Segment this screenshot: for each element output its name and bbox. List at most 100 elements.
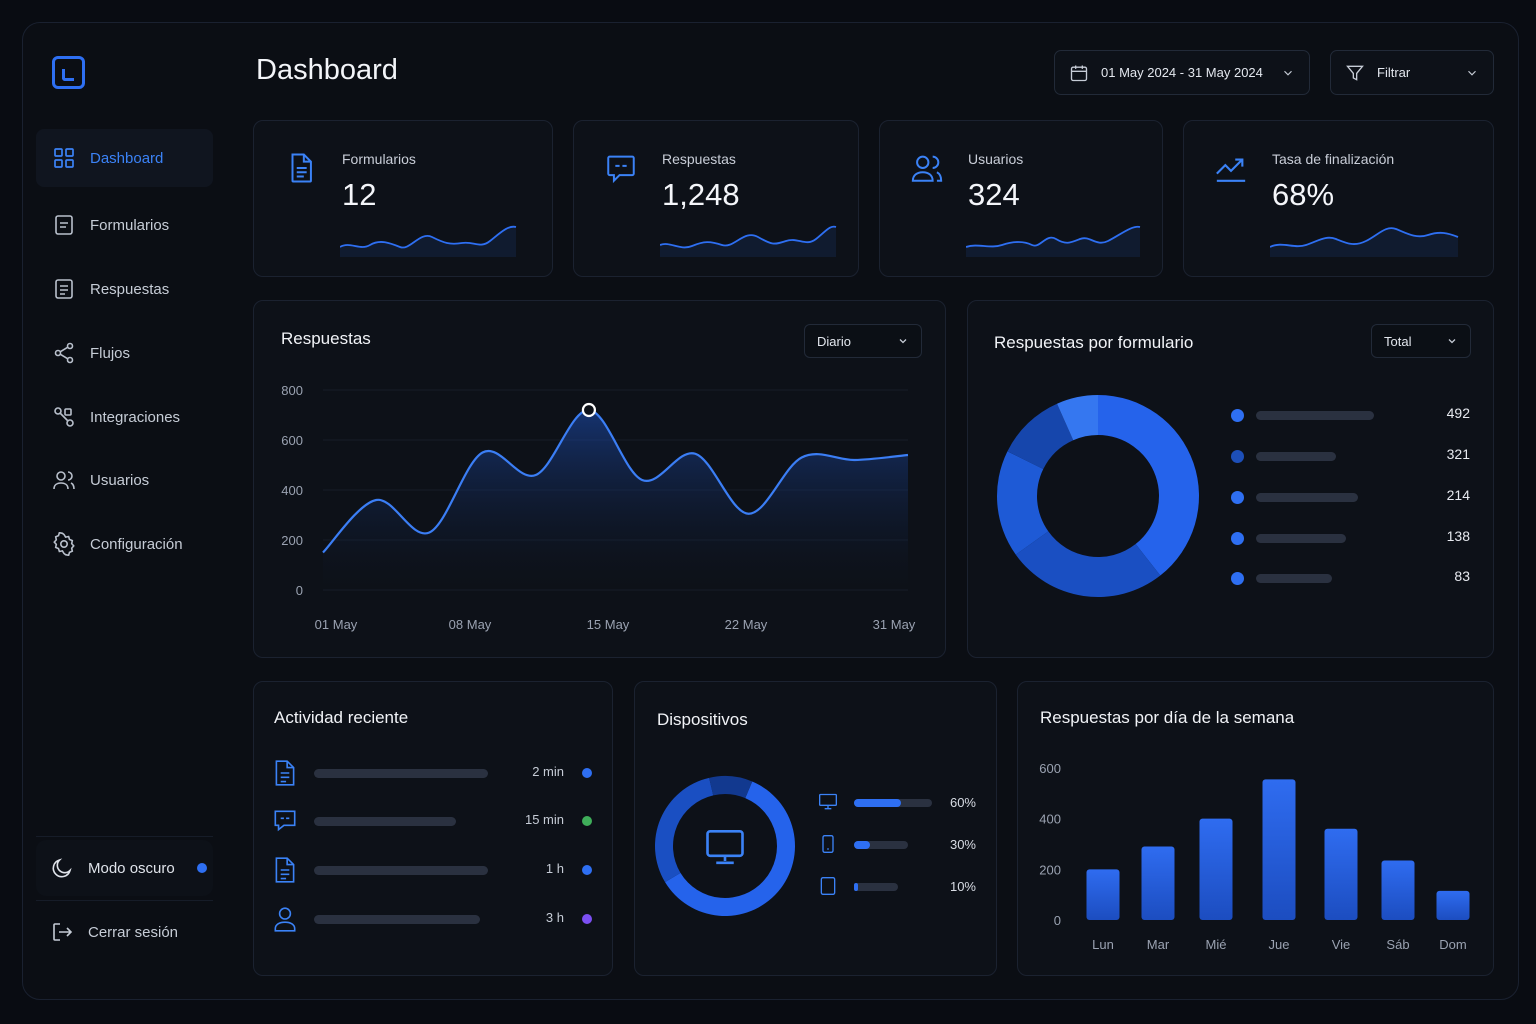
period-select[interactable]: Diario xyxy=(804,324,922,358)
card-title: Respuestas por día de la semana xyxy=(1040,708,1295,727)
highlight-point[interactable] xyxy=(581,402,597,418)
bar[interactable] xyxy=(1436,890,1470,920)
sidebar-item-dashboard[interactable]: Dashboard xyxy=(36,129,213,187)
status-dot xyxy=(582,914,592,924)
users-icon xyxy=(911,155,943,182)
stat-card-usuarios[interactable]: Usuarios 324 xyxy=(879,120,1163,277)
device-progress-track xyxy=(854,883,898,891)
activity-time: 1 h xyxy=(545,861,564,876)
total-select[interactable]: Total xyxy=(1371,324,1471,358)
card-title: Actividad reciente xyxy=(274,708,409,727)
bar[interactable] xyxy=(1262,779,1296,920)
period-select-value: Diario xyxy=(817,333,851,349)
bar[interactable] xyxy=(1086,869,1120,920)
date-range-label: 01 May 2024 - 31 May 2024 xyxy=(1101,65,1263,80)
legend-value: 492 xyxy=(1446,405,1470,421)
responses-area-chart: 0 200 400 600 800 01 May 08 May 15 May 22 May 31 … xyxy=(281,383,916,632)
dark-mode-label: Modo oscuro xyxy=(88,859,175,877)
y-tick-label: 0 xyxy=(1054,913,1061,928)
x-tick-label: Vie xyxy=(1332,937,1351,952)
document-icon xyxy=(291,153,312,183)
legend-item: 83 xyxy=(1230,568,1470,588)
activity-time: 3 h xyxy=(545,910,564,925)
legend-placeholder-bar xyxy=(1256,534,1346,543)
device-progress-track xyxy=(854,841,908,849)
filter-label: Filtrar xyxy=(1377,65,1411,80)
responses-icon xyxy=(55,279,73,299)
legend-dot xyxy=(1231,409,1244,422)
card-title: Respuestas xyxy=(281,329,371,348)
moon-icon xyxy=(52,858,72,878)
sidebar-item-respuestas[interactable]: Respuestas xyxy=(36,260,213,318)
legend-item: 214 xyxy=(1230,487,1470,507)
pie-slice[interactable] xyxy=(1057,395,1098,441)
legend-value: 138 xyxy=(1446,528,1470,544)
bar[interactable] xyxy=(1381,860,1415,920)
dark-mode-toggle[interactable]: Modo oscuro xyxy=(36,840,213,896)
stat-value: 324 xyxy=(968,177,1020,212)
sidebar-item-configuracion[interactable]: Configuración xyxy=(36,515,213,573)
users-icon xyxy=(53,471,75,490)
sidebar-item-formularios[interactable]: Formularios xyxy=(36,196,213,254)
activity-item[interactable]: 1 h xyxy=(272,854,592,886)
activity-placeholder-bar xyxy=(314,866,488,875)
activity-item[interactable]: 15 min xyxy=(272,805,592,837)
bar[interactable] xyxy=(1199,818,1233,920)
y-tick-label: 200 xyxy=(281,533,303,548)
y-tick-label: 0 xyxy=(296,583,303,598)
y-tick-label: 600 xyxy=(281,433,303,448)
trend-up-icon xyxy=(1216,158,1246,182)
chevron-down-icon xyxy=(1284,70,1292,76)
chevron-down-icon xyxy=(1448,339,1456,344)
sidebar-item-label: Formularios xyxy=(90,216,170,234)
pie-slice[interactable] xyxy=(665,781,795,916)
series-line xyxy=(322,408,909,554)
device-row-desktop: 60% xyxy=(818,791,978,815)
app-logo[interactable] xyxy=(52,56,85,89)
device-percent: 60% xyxy=(949,795,976,810)
bar[interactable] xyxy=(1141,846,1175,920)
stat-card-respuestas[interactable]: Respuestas 1,248 xyxy=(573,120,859,277)
activity-item[interactable]: 3 h xyxy=(272,903,592,935)
pie-slice[interactable] xyxy=(1098,395,1199,576)
legend-dot xyxy=(1231,532,1244,545)
x-tick-label: Dom xyxy=(1439,937,1466,952)
legend-value: 214 xyxy=(1446,487,1470,503)
stat-label: Tasa de finalización xyxy=(1272,151,1395,167)
x-tick-label: 31 May xyxy=(873,617,916,632)
sidebar-item-label: Usuarios xyxy=(90,471,150,489)
grid-icon xyxy=(54,148,74,168)
chat-icon xyxy=(274,810,296,832)
stat-card-formularios[interactable]: Formularios 12 xyxy=(253,120,553,277)
activity-time: 2 min xyxy=(532,764,564,779)
divider xyxy=(36,900,213,901)
status-dot xyxy=(582,768,592,778)
pie-slice[interactable] xyxy=(997,451,1049,555)
pie-slice[interactable] xyxy=(1015,531,1161,597)
stat-card-tasa-finalizacion[interactable]: Tasa de finalización 68% xyxy=(1183,120,1494,277)
stat-value: 1,248 xyxy=(662,177,740,212)
device-progress-fill xyxy=(854,841,871,849)
legend-dot xyxy=(1231,450,1244,463)
x-tick-label: Jue xyxy=(1269,937,1290,952)
legend-item: 321 xyxy=(1230,446,1470,466)
logout-button[interactable]: Cerrar sesión xyxy=(36,906,213,958)
date-range-picker[interactable]: 01 May 2024 - 31 May 2024 xyxy=(1054,50,1310,95)
y-tick-label: 800 xyxy=(281,383,303,398)
sidebar-item-usuarios[interactable]: Usuarios xyxy=(36,451,213,509)
bar[interactable] xyxy=(1324,828,1358,920)
sidebar-item-integraciones[interactable]: Integraciones xyxy=(36,388,213,446)
desktop-icon xyxy=(819,793,837,810)
status-dot xyxy=(582,865,592,875)
activity-item[interactable]: 2 min xyxy=(272,757,592,789)
sidebar-item-flujos[interactable]: Flujos xyxy=(36,324,213,382)
pie-slice[interactable] xyxy=(1007,403,1074,470)
filter-dropdown[interactable]: Filtrar xyxy=(1330,50,1494,95)
devices-donut-chart xyxy=(655,776,795,916)
toggle-indicator xyxy=(196,863,207,873)
sparkline xyxy=(966,225,1141,257)
x-tick-label: 22 May xyxy=(725,617,768,632)
x-tick-label: Mié xyxy=(1206,937,1227,952)
pie-slice[interactable] xyxy=(655,777,714,883)
pie-slice[interactable] xyxy=(709,776,753,799)
